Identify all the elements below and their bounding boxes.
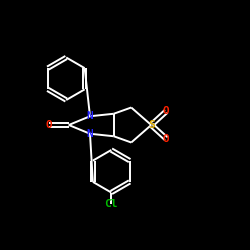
Text: N: N — [87, 129, 94, 139]
Text: N: N — [87, 111, 94, 121]
Text: O: O — [46, 120, 52, 130]
Text: O: O — [163, 106, 170, 116]
Text: O: O — [163, 134, 170, 144]
Text: S: S — [148, 120, 154, 130]
Text: Cl: Cl — [104, 199, 118, 209]
